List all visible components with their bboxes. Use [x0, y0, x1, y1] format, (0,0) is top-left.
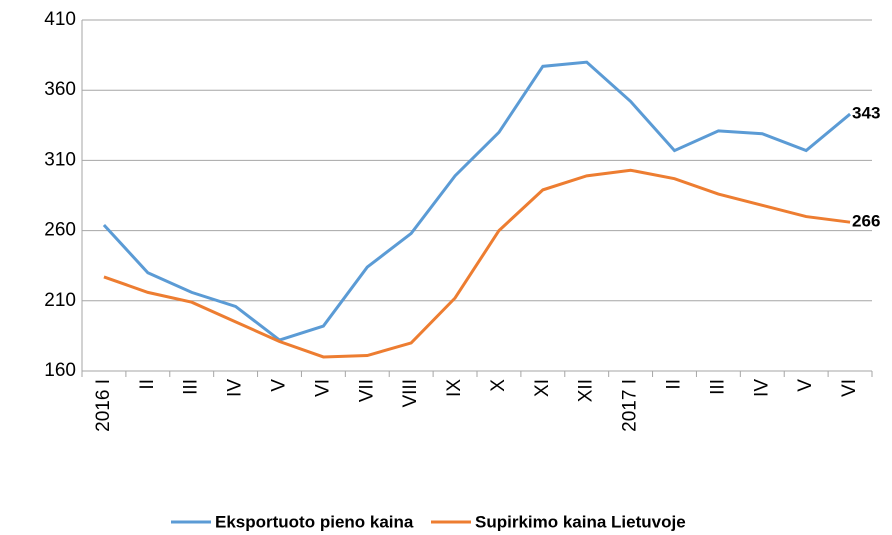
x-tick-label: II	[664, 379, 685, 390]
value-label: 343	[852, 104, 880, 123]
legend-label: Supirkimo kaina Lietuvoje	[475, 512, 686, 531]
value-label: 266	[852, 212, 880, 231]
x-tick-label: VI	[839, 379, 860, 397]
legend-label: Eksportuoto pieno kaina	[215, 512, 414, 531]
y-tick-label: 160	[44, 360, 76, 381]
x-tick-label: II	[137, 379, 158, 390]
x-tick-label: VII	[356, 379, 377, 402]
x-tick-label: 2016 I	[93, 379, 114, 432]
series-line	[102, 60, 852, 342]
x-tick-label: XI	[532, 379, 553, 397]
y-tick-label: 360	[44, 79, 76, 100]
x-tick-label: IV	[225, 379, 246, 397]
x-tick-label: IX	[444, 379, 465, 397]
x-tick-label: III	[707, 379, 728, 395]
x-tick-label: VIII	[400, 379, 421, 408]
y-tick-label: 260	[44, 220, 76, 241]
y-tick-label: 410	[44, 9, 76, 30]
x-tick-label: VI	[312, 379, 333, 397]
x-tick-label: IV	[751, 379, 772, 397]
x-tick-label: III	[181, 379, 202, 395]
x-tick-label: XII	[576, 379, 597, 402]
x-tick-label: X	[488, 379, 509, 392]
y-tick-label: 210	[44, 290, 76, 311]
x-tick-label: 2017 I	[620, 379, 641, 432]
y-tick-label: 310	[44, 149, 76, 170]
x-tick-label: V	[795, 379, 816, 392]
x-tick-label: V	[269, 379, 290, 392]
series-line	[103, 168, 851, 359]
